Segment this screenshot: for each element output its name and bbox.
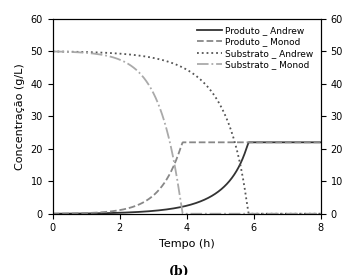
Substrato _ Andrew (50, 50, 55, 53)
Produto _ Monod (215, 141, 219, 144)
Substrato _ Andrew (157, 57, 161, 61)
Produto _ Monod (319, 141, 323, 144)
Substrato _ Andrew (214, 97, 219, 101)
Y-axis label: Concentração (g/L): Concentração (g/L) (15, 63, 25, 170)
Produto _ Andrew (143, 210, 147, 213)
Produto _ Monod (157, 188, 161, 192)
Produto _ Andrew (67, 212, 71, 215)
Produto _ Monod (181, 141, 185, 144)
Substrato _ Andrew (143, 55, 147, 58)
Text: (b): (b) (169, 265, 189, 275)
Produto _ Andrew (157, 209, 161, 212)
Produto _ Monod (50, 212, 55, 215)
Line: Substrato _ Andrew: Substrato _ Andrew (53, 51, 321, 214)
Produto _ Monod (275, 141, 280, 144)
Substrato _ Andrew (133, 53, 137, 57)
Substrato _ Monod (319, 212, 323, 215)
Produto _ Andrew (275, 141, 280, 144)
Substrato _ Andrew (67, 50, 71, 53)
Produto _ Andrew (50, 212, 55, 215)
Substrato _ Monod (133, 67, 137, 70)
Substrato _ Monod (275, 212, 280, 215)
Substrato _ Monod (50, 50, 55, 53)
Line: Substrato _ Monod: Substrato _ Monod (53, 51, 321, 214)
Produto _ Andrew (249, 141, 253, 144)
Legend: Produto _ Andrew, Produto _ Monod, Substrato _ Andrew, Substrato _ Monod: Produto _ Andrew, Produto _ Monod, Subst… (194, 24, 316, 72)
Substrato _ Monod (215, 212, 219, 215)
Produto _ Andrew (214, 191, 219, 194)
Produto _ Monod (143, 200, 147, 203)
Substrato _ Andrew (300, 212, 305, 215)
Produto _ Andrew (133, 210, 137, 214)
Produto _ Monod (133, 205, 137, 208)
Substrato _ Monod (181, 212, 185, 215)
Produto _ Monod (67, 212, 71, 215)
Line: Produto _ Monod: Produto _ Monod (53, 142, 321, 214)
Substrato _ Andrew (275, 212, 280, 215)
Substrato _ Monod (157, 104, 161, 107)
Produto _ Andrew (319, 141, 323, 144)
Substrato _ Andrew (319, 212, 323, 215)
Line: Produto _ Andrew: Produto _ Andrew (53, 142, 321, 214)
X-axis label: Tempo (h): Tempo (h) (159, 239, 215, 249)
Substrato _ Monod (67, 50, 71, 54)
Substrato _ Monod (143, 78, 147, 81)
